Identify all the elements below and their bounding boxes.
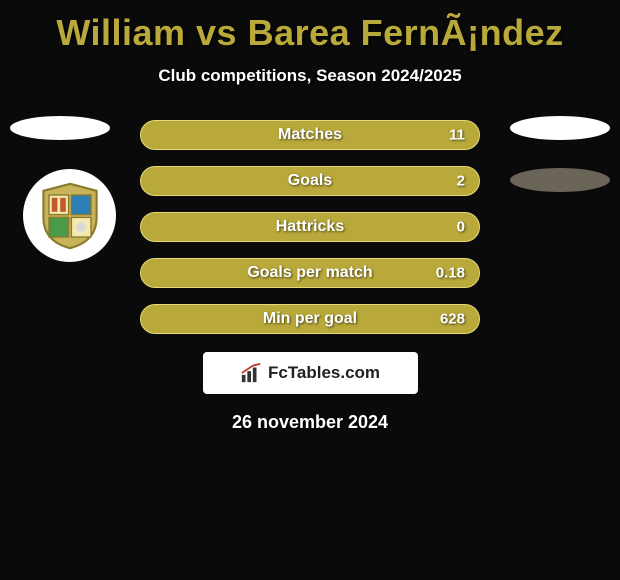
stat-label: Goals: [141, 172, 479, 190]
brand-box[interactable]: FcTables.com: [203, 352, 418, 394]
stat-label: Matches: [141, 126, 479, 144]
stat-label: Goals per match: [141, 264, 479, 282]
right-player-badge-placeholder: [510, 116, 610, 140]
stat-label: Hattricks: [141, 218, 479, 236]
stats-container: Matches11 Goals2 Hattricks0 Goals per match…: [140, 104, 480, 334]
subtitle: Club competitions, Season 2024/2025: [0, 58, 620, 104]
stat-value: 0.18: [436, 265, 465, 282]
stat-bar: Hattricks0: [140, 212, 480, 242]
stat-bar: Goals2: [140, 166, 480, 196]
stat-bar: Goals per match0.18: [140, 258, 480, 288]
stat-value: 0: [457, 219, 465, 236]
stat-value: 628: [440, 311, 465, 328]
stat-bar: Matches11: [140, 120, 480, 150]
stat-label: Min per goal: [141, 310, 479, 328]
club-crest-icon: [35, 181, 105, 251]
left-player-badge-placeholder: [10, 116, 110, 140]
stat-value: 2: [457, 173, 465, 190]
stat-value: 11: [449, 127, 465, 144]
left-club-badge: [23, 169, 116, 262]
right-club-badge-placeholder: [510, 168, 610, 192]
comparison-panel: Matches11 Goals2 Hattricks0 Goals per match…: [0, 104, 620, 433]
brand-text: FcTables.com: [268, 363, 380, 383]
date-label: 26 november 2024: [0, 394, 620, 433]
brand-chart-icon: [240, 362, 262, 384]
stat-bar: Min per goal628: [140, 304, 480, 334]
page-title: William vs Barea FernÃ¡ndez: [0, 0, 620, 58]
